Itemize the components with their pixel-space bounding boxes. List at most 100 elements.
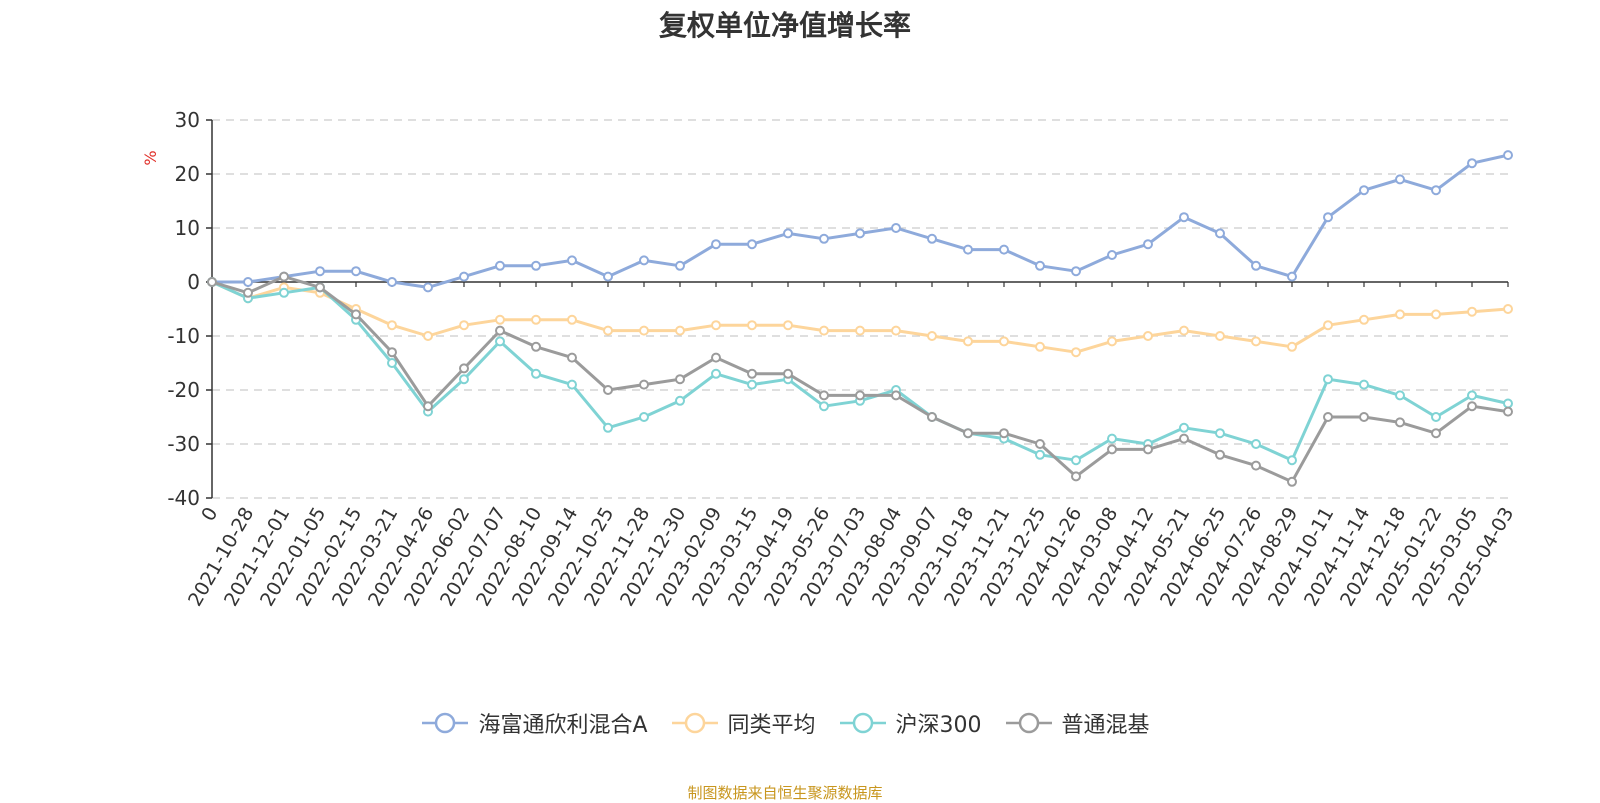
data-point xyxy=(999,428,1009,439)
data-point xyxy=(1395,417,1405,428)
data-point xyxy=(819,401,829,412)
data-point xyxy=(459,363,469,374)
data-point xyxy=(855,228,865,239)
data-point xyxy=(1503,406,1513,417)
data-point xyxy=(531,368,541,379)
data-point xyxy=(1251,260,1261,271)
data-point xyxy=(891,223,901,233)
data-point xyxy=(279,287,289,298)
legend-marker-icon xyxy=(422,712,469,734)
data-point xyxy=(351,309,361,320)
data-point xyxy=(783,368,793,379)
data-point xyxy=(531,260,541,271)
data-point xyxy=(1179,212,1189,223)
data-point xyxy=(1287,341,1297,352)
data-point xyxy=(1359,314,1369,325)
data-point xyxy=(495,336,505,347)
data-point xyxy=(1467,306,1477,317)
data-point xyxy=(1179,422,1189,433)
legend-item[interactable]: 普通混基 xyxy=(1004,707,1150,739)
data-point xyxy=(711,320,721,331)
y-tick-label: 10 xyxy=(175,216,200,240)
legend-item[interactable]: 海富通欣利混合A xyxy=(420,707,648,739)
data-point xyxy=(963,244,973,255)
data-point xyxy=(963,336,973,347)
y-tick-label: -20 xyxy=(167,378,200,402)
data-point xyxy=(1395,174,1405,185)
y-axis-unit-label: % xyxy=(141,150,160,165)
data-point xyxy=(1107,336,1117,347)
data-point xyxy=(567,255,577,266)
data-point xyxy=(1323,374,1333,385)
data-point xyxy=(675,395,685,406)
data-point xyxy=(495,325,505,336)
data-point xyxy=(639,255,649,266)
data-point xyxy=(243,277,253,287)
data-point xyxy=(1035,260,1045,271)
data-point xyxy=(351,266,361,277)
y-tick-label: 30 xyxy=(175,108,200,132)
legend-label: 普通混基 xyxy=(1061,713,1150,738)
axis-layer: 3020100-10-20-30-4002021-10-282021-12-01… xyxy=(167,108,1518,610)
legend: 海富通欣利混合A 同类平均 沪深300 普通混基 xyxy=(0,707,1570,739)
data-point xyxy=(1359,412,1369,422)
data-point xyxy=(1359,379,1369,390)
data-point xyxy=(927,233,937,244)
data-point xyxy=(819,325,829,336)
data-point xyxy=(567,379,577,390)
data-point xyxy=(639,412,649,422)
data-point xyxy=(531,314,541,325)
data-point xyxy=(1071,347,1081,358)
data-point xyxy=(1431,309,1441,320)
data-point xyxy=(603,385,613,395)
data-point xyxy=(1071,471,1081,482)
data-point xyxy=(1431,412,1441,422)
legend-item[interactable]: 同类平均 xyxy=(670,707,816,739)
data-point xyxy=(243,287,253,298)
data-point xyxy=(1179,325,1189,336)
data-point xyxy=(1107,433,1117,444)
data-point xyxy=(819,390,829,401)
data-point xyxy=(639,325,649,336)
data-point xyxy=(1503,150,1513,161)
legend-item[interactable]: 沪深300 xyxy=(838,707,982,739)
data-point xyxy=(459,271,469,282)
data-point xyxy=(675,260,685,271)
data-point xyxy=(1215,331,1225,341)
legend-label: 同类平均 xyxy=(727,713,816,738)
data-point xyxy=(1035,449,1045,460)
data-point xyxy=(747,368,757,379)
source-text: 制图数据来自恒生聚源数据库 xyxy=(687,784,883,802)
data-point xyxy=(423,331,433,341)
data-point xyxy=(1107,444,1117,455)
legend-marker-icon xyxy=(839,712,886,734)
data-point xyxy=(1503,304,1513,314)
data-point xyxy=(207,277,217,287)
data-point xyxy=(531,341,541,352)
data-point xyxy=(1395,309,1405,320)
y-tick-label: -30 xyxy=(167,432,200,456)
legend-circle xyxy=(684,712,705,734)
data-point xyxy=(1215,428,1225,439)
data-point xyxy=(1035,439,1045,449)
data-point xyxy=(1143,444,1153,455)
series-line xyxy=(211,280,1509,354)
data-point xyxy=(423,282,433,293)
data-point xyxy=(1071,455,1081,466)
data-point xyxy=(1287,455,1297,466)
data-point xyxy=(1395,390,1405,401)
data-point xyxy=(1359,185,1369,196)
data-point xyxy=(603,271,613,282)
data-point xyxy=(459,320,469,331)
series-layer xyxy=(207,150,1513,487)
y-tick-label: -10 xyxy=(167,324,200,348)
y-tick-label: 20 xyxy=(175,162,200,186)
data-point xyxy=(1215,449,1225,460)
data-point xyxy=(999,336,1009,347)
series-line xyxy=(211,275,1509,484)
data-point xyxy=(567,352,577,363)
data-point xyxy=(495,260,505,271)
y-tick-label: 0 xyxy=(187,270,200,294)
data-point xyxy=(1143,331,1153,341)
